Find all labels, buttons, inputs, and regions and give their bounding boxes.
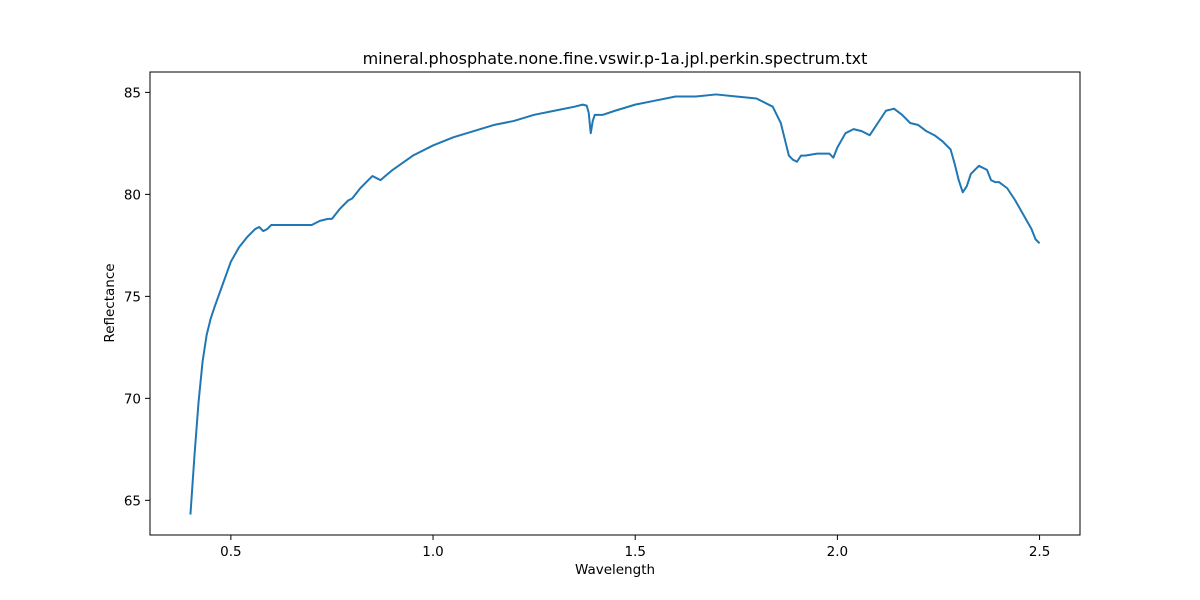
- y-tick-label: 65: [124, 493, 141, 509]
- series-line-0: [189, 93, 1041, 515]
- x-axis-label: Wavelength: [575, 562, 655, 578]
- x-tick-label: 2.5: [1029, 544, 1050, 560]
- y-tick-label: 70: [124, 391, 141, 407]
- x-tick-label: 1.0: [422, 544, 443, 560]
- x-tick-label: 2.0: [827, 544, 848, 560]
- plot-frame: [149, 71, 1081, 536]
- y-axis-label: Reflectance: [102, 263, 118, 342]
- x-axis: 0.5 1.0 1.5 2.0 2.5: [220, 535, 1050, 560]
- x-tick-label: 0.5: [220, 544, 241, 560]
- y-tick-label: 85: [124, 85, 141, 101]
- y-axis: 65 70 75 80 85: [124, 85, 150, 509]
- y-tick-label: 80: [124, 187, 141, 203]
- chart-title: mineral.phosphate.none.fine.vswir.p-1a.j…: [363, 49, 868, 68]
- x-tick-label: 1.5: [624, 544, 645, 560]
- plot-area: [189, 93, 1041, 515]
- y-tick-label: 75: [124, 289, 141, 305]
